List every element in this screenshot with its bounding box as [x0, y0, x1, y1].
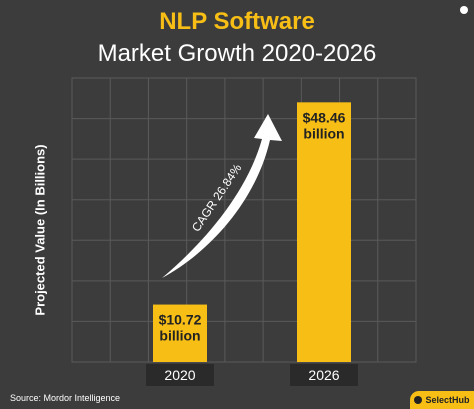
bar-value-label: $10.72	[159, 312, 202, 328]
chart-subtitle: Market Growth 2020-2026	[97, 40, 377, 67]
x-tick-label: 2026	[308, 367, 339, 383]
bar-value-label: $48.46	[303, 109, 346, 125]
growth-arrow-icon	[162, 114, 282, 278]
bar-value-unit: billion	[303, 125, 344, 141]
brand-badge: SelectHub	[410, 391, 474, 409]
category-tab	[146, 364, 214, 386]
source-note: Source: Mordor Intelligence	[10, 393, 121, 403]
bar-2026	[297, 102, 351, 362]
bar-2020	[153, 304, 207, 362]
brand-name: SelectHub	[425, 395, 470, 405]
plot-frame	[71, 77, 417, 363]
corner-dot-icon	[460, 6, 468, 14]
brand-logo-icon	[414, 396, 423, 404]
category-tab	[290, 364, 358, 386]
growth-arrow: CAGR 26.84%	[162, 114, 282, 278]
x-tick-label: 2020	[164, 367, 195, 383]
bar-value-unit: billion	[159, 328, 200, 344]
chart-title: NLP Software	[159, 8, 315, 35]
chart-grid	[71, 77, 417, 363]
